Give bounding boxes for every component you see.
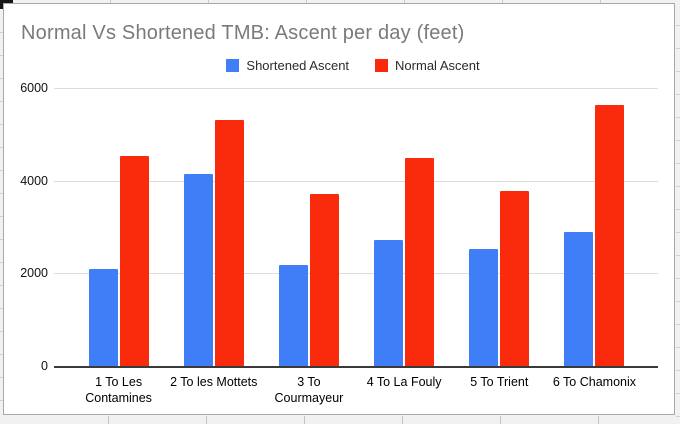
bars-row [54, 88, 658, 366]
bar-normal-ascent[interactable] [595, 105, 625, 366]
x-axis: 1 To Les Contamines 2 To les Mottets 3 To … [54, 374, 658, 406]
bar-normal-ascent[interactable] [214, 120, 244, 366]
spreadsheet-right-edge [676, 3, 680, 424]
bar-shortened-ascent[interactable] [278, 265, 308, 366]
gridline [54, 180, 658, 182]
x-axis-label: 1 To Les Contamines [85, 375, 152, 405]
bar-shortened-ascent[interactable] [374, 239, 404, 366]
bar-group [166, 88, 261, 366]
bar-normal-ascent[interactable] [500, 190, 530, 366]
bar-shortened-ascent[interactable] [564, 232, 594, 366]
bar-group [357, 88, 452, 366]
x-axis-label: 6 To Chamonix [552, 375, 637, 389]
y-axis-label: 4000 [20, 173, 48, 188]
chart-legend: Shortened Ascent Normal Ascent [51, 58, 655, 73]
x-axis-label: 2 To les Mottets [170, 375, 258, 389]
bar-normal-ascent[interactable] [119, 156, 149, 366]
gridline [54, 88, 658, 89]
legend-swatch-blue-icon [226, 59, 240, 72]
y-axis-label: 0 [41, 359, 48, 373]
x-axis-label: 3 To Courmayeur [274, 375, 344, 405]
bar-shortened-ascent[interactable] [183, 173, 213, 366]
legend-label: Normal Ascent [395, 58, 480, 73]
spreadsheet-top-edge [13, 0, 676, 3]
spreadsheet-left-edge [0, 10, 3, 416]
x-axis-label: 4 To La Fouly [366, 375, 442, 389]
bar-group [71, 88, 166, 366]
legend-item-normal-ascent: Normal Ascent [375, 58, 480, 73]
bar-group [547, 88, 642, 366]
y-axis-label: 6000 [20, 81, 48, 95]
bar-group [261, 88, 356, 366]
legend-label: Shortened Ascent [246, 58, 350, 73]
x-axis-label: 5 To Trient [470, 375, 529, 389]
y-axis: 6000 4000 2000 0 [4, 81, 48, 373]
bar-normal-ascent[interactable] [405, 158, 435, 366]
bar-shortened-ascent[interactable] [469, 248, 499, 366]
chart-card[interactable]: Normal Vs Shortened TMB: Ascent per day … [3, 3, 675, 415]
bar-group [452, 88, 547, 366]
y-axis-label: 2000 [20, 266, 48, 281]
grid-area [54, 88, 658, 368]
legend-item-shortened-ascent: Shortened Ascent [226, 58, 349, 73]
spreadsheet-bottom-edge [11, 416, 680, 424]
bar-normal-ascent[interactable] [309, 193, 339, 366]
legend-swatch-red-icon [375, 59, 389, 72]
chart-title: Normal Vs Shortened TMB: Ascent per day … [21, 22, 465, 44]
bar-shortened-ascent[interactable] [88, 268, 118, 366]
gridline [54, 273, 658, 275]
